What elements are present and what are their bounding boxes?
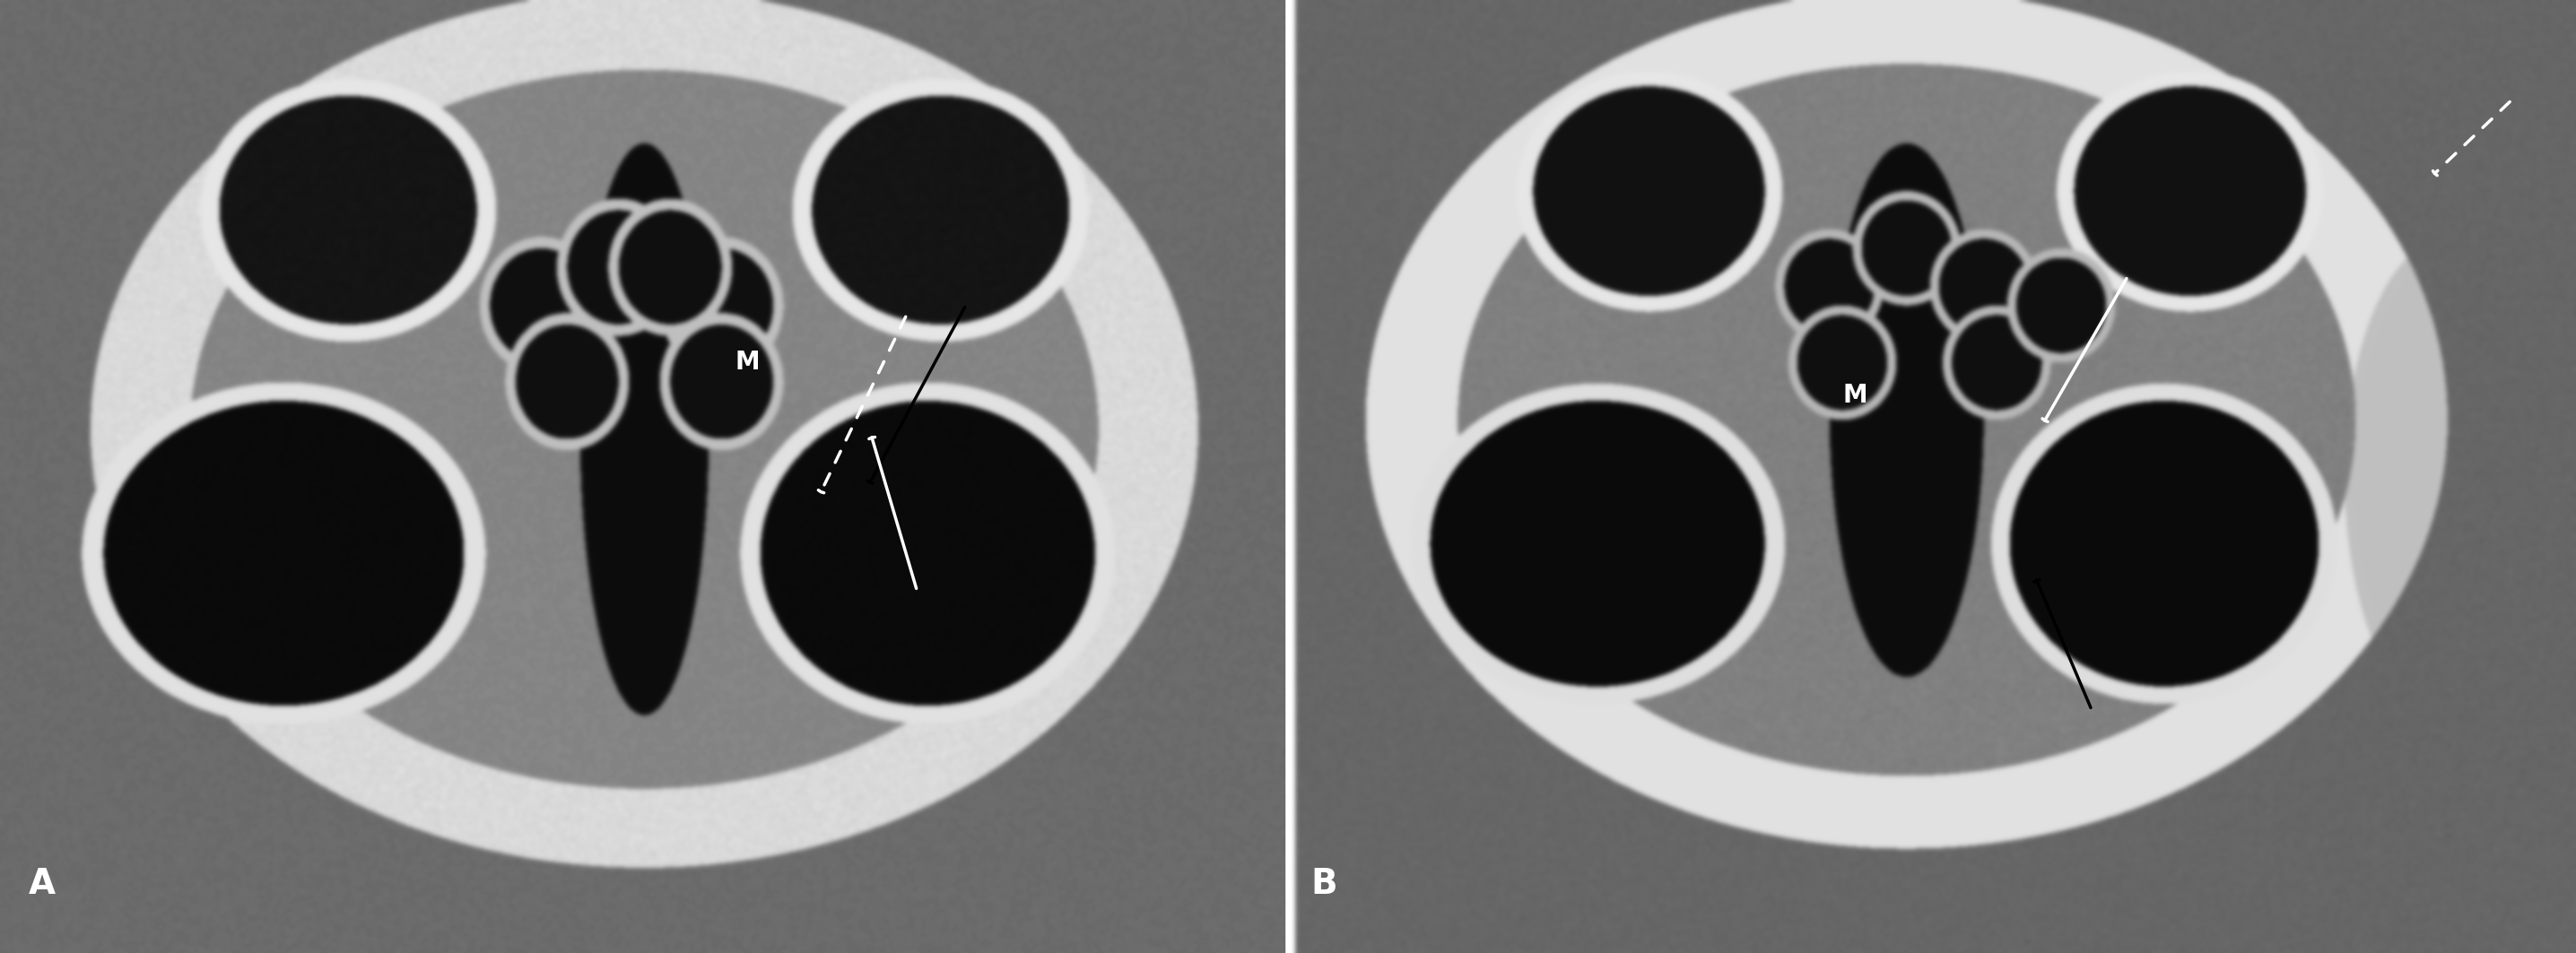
Text: A: A bbox=[28, 866, 54, 901]
Text: M: M bbox=[1842, 383, 1868, 408]
Text: M: M bbox=[734, 350, 760, 375]
Text: B: B bbox=[1311, 866, 1337, 901]
